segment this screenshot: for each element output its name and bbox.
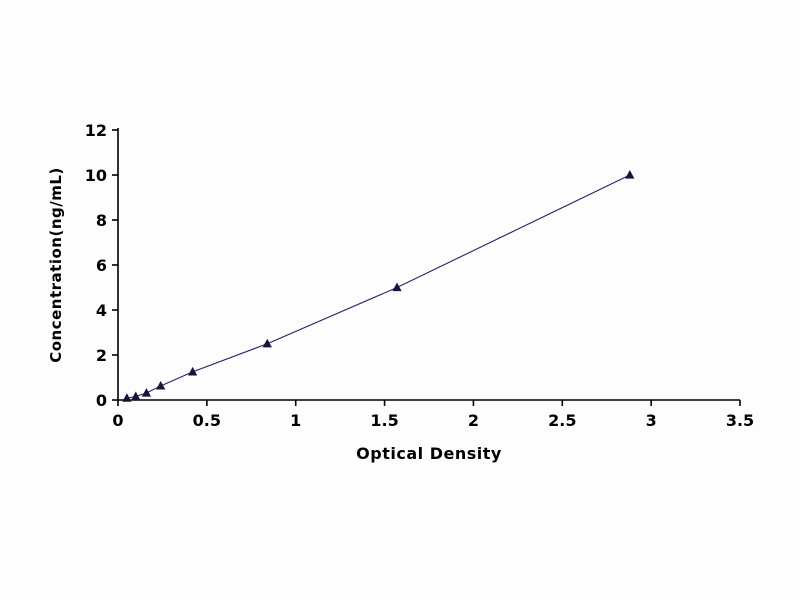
- y-axis-title: Concentration(ng/mL): [47, 167, 65, 363]
- x-tick-label: 3.5: [726, 411, 754, 430]
- data-point-marker: [131, 391, 141, 401]
- data-point-marker: [188, 366, 198, 376]
- x-tick-label: 2: [468, 411, 479, 430]
- data-point-marker: [122, 393, 132, 402]
- y-tick-label: 10: [85, 166, 107, 185]
- x-tick-label: 2.5: [548, 411, 576, 430]
- y-tick-label: 4: [96, 301, 107, 320]
- y-tick-label: 0: [96, 391, 107, 410]
- x-tick-label: 0: [112, 411, 123, 430]
- y-tick-label: 2: [96, 346, 107, 365]
- data-point-marker: [625, 170, 635, 179]
- data-point-marker: [156, 380, 166, 390]
- y-tick-label: 8: [96, 211, 107, 230]
- y-tick-label: 12: [85, 121, 107, 140]
- data-point-marker: [141, 387, 152, 397]
- y-tick-label: 6: [96, 256, 107, 275]
- x-tick-label: 1: [290, 411, 301, 430]
- data-point-marker: [262, 338, 272, 348]
- x-tick-label: 0.5: [193, 411, 221, 430]
- data-point-marker: [392, 282, 402, 292]
- standard-curve-line: [126, 174, 631, 399]
- x-axis-title: Optical Density: [356, 444, 502, 463]
- x-tick-label: 3: [646, 411, 657, 430]
- x-tick-label: 1.5: [370, 411, 398, 430]
